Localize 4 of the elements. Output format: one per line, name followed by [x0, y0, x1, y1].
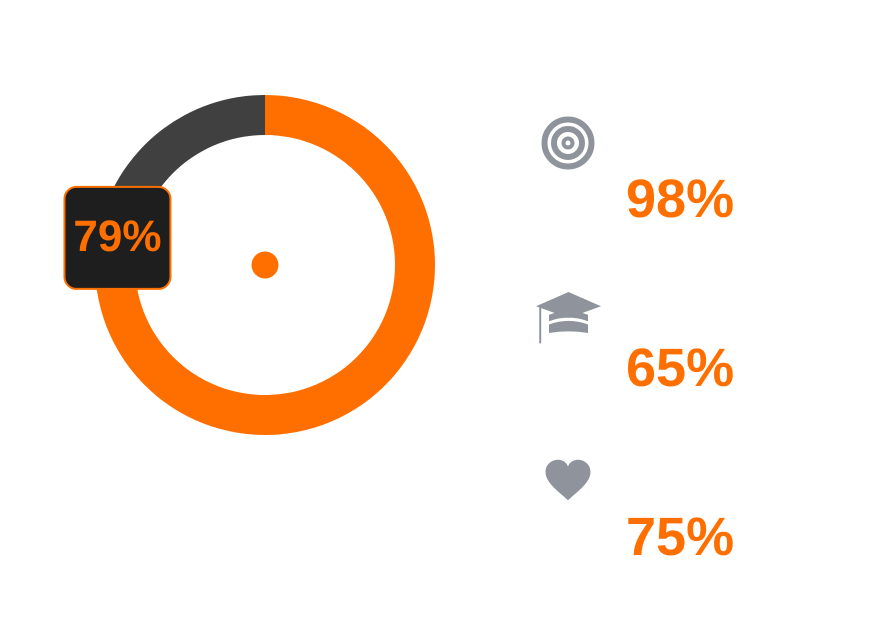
text: 98% [626, 169, 734, 229]
text: 75% [626, 507, 734, 567]
data-label: 79% [73, 212, 162, 261]
text: 65% [626, 338, 734, 398]
